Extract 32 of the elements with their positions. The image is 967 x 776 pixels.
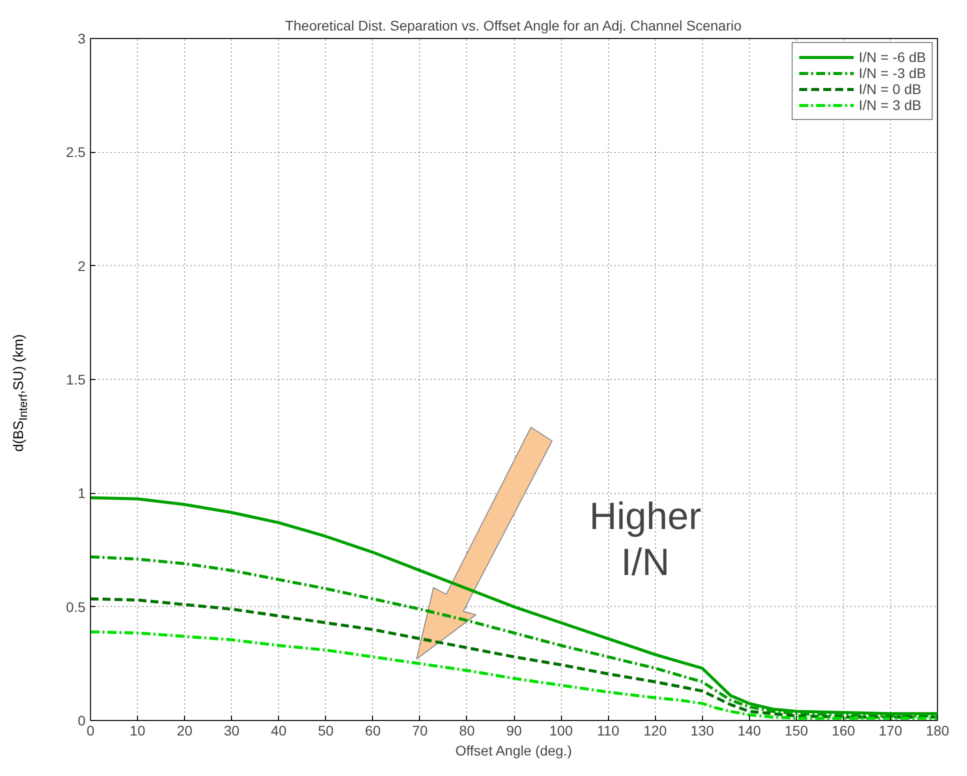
legend-label: I/N = -6 dB [858,49,926,65]
x-tick-label: 110 [596,722,620,738]
x-tick-label: 90 [506,722,522,738]
x-tick-label: 80 [459,722,475,738]
x-tick-label: 130 [690,722,714,738]
x-tick-label: 60 [365,722,381,738]
x-tick-label: 40 [270,722,287,738]
x-tick-label: 180 [926,722,950,738]
legend-label: I/N = 0 dB [858,81,922,97]
x-tick-label: 30 [224,722,240,738]
annotation: Higher I/N [589,496,702,584]
x-tick-label: 170 [878,722,902,738]
y-tick-label: 0 [78,712,86,728]
x-tick-label: 10 [130,722,146,738]
x-tick-label: 100 [549,722,573,738]
y-tick-label: 1 [78,485,86,502]
y-tick-label: 1.5 [66,372,86,388]
y-tick-label: 3 [78,30,86,46]
x-tick-label: 20 [176,722,193,738]
x-tick-label: 50 [318,722,334,738]
chart-title: Theoretical Dist. Separation vs. Offset Angle for an Adj. Channel Scenario [284,18,742,34]
x-tick-label: 160 [832,722,856,738]
legend-label: I/N = 3 dB [858,97,922,113]
y-tick-label: 2 [78,258,86,274]
x-tick-label: 70 [412,722,428,738]
y-tick-label: 0.5 [66,598,86,615]
y-tick-label: 2.5 [66,144,86,160]
x-axis-title: Offset Angle (deg.) [455,742,572,758]
x-tick-label: 140 [738,722,762,738]
x-tick-label: 150 [784,722,808,738]
x-tick-label: 120 [643,722,668,738]
legend-label: I/N = -3 dB [858,65,926,81]
